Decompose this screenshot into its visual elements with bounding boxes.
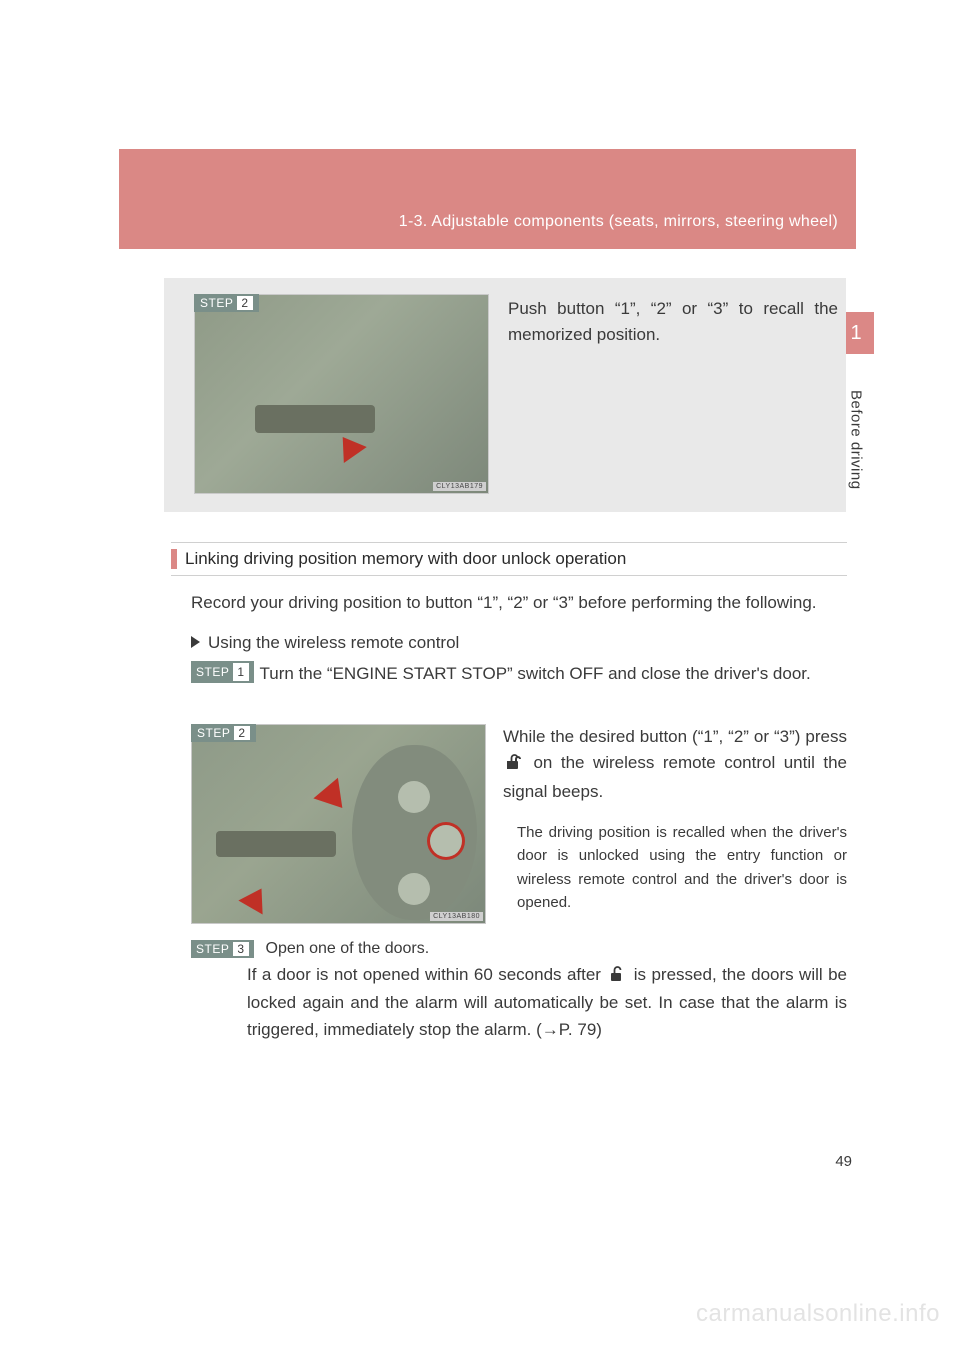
watermark: carmanualsonline.info (696, 1300, 940, 1328)
figure-2-code: CLY13AB180 (430, 912, 483, 921)
figure-2-image: CLY13AB180 (191, 724, 486, 924)
fig2-text-after: on the wireless remote control until the… (503, 753, 847, 800)
remote-button-2 (430, 825, 462, 857)
step-1-line: STEP 1 Turn the “ENGINE START STOP” swit… (191, 661, 847, 687)
step-3-body: If a door is not opened within 60 second… (247, 962, 847, 1043)
figure-1-image: CLY13AB179 (194, 294, 489, 494)
unlock-icon (507, 752, 521, 778)
figure-1-step-badge: STEP 2 (194, 294, 259, 312)
figure-1-text: Push button “1”, “2” or “3” to recall th… (508, 296, 838, 349)
step-label: STEP (200, 296, 233, 310)
figure-2-button-panel (216, 831, 336, 857)
header-bar: 1-3. Adjustable components (seats, mirro… (119, 149, 856, 249)
manual-page: 1-3. Adjustable components (seats, mirro… (0, 0, 960, 1358)
fig2-text-before: While the desired button (“1”, “2” or “3… (503, 727, 847, 746)
step-number: 1 (233, 663, 248, 682)
section-heading: Linking driving position memory with doo… (171, 542, 847, 576)
step-3-line1: STEP 3 Open one of the doors. (191, 940, 847, 958)
step-3-line1-text: Open one of the doors. (266, 940, 430, 958)
body-content: Record your driving position to button “… (191, 590, 847, 691)
fig2-small-text: The driving position is recalled when th… (503, 821, 847, 914)
figure-2-remote (352, 745, 477, 920)
step-number: 2 (234, 726, 249, 740)
triangle-bullet-icon (191, 636, 200, 648)
figure-1-button-panel (255, 405, 375, 433)
step-label: STEP (196, 663, 229, 682)
step-label: STEP (197, 726, 230, 740)
figure-1-box: CLY13AB179 STEP 2 Push button “1”, “2” o… (164, 278, 846, 512)
intro-paragraph: Record your driving position to button “… (191, 590, 847, 616)
subheading-row: Using the wireless remote control (191, 630, 847, 656)
figure-2-text: While the desired button (“1”, “2” or “3… (503, 724, 847, 914)
figure-1-arrow-icon (331, 429, 367, 463)
remote-button-3 (398, 873, 430, 905)
unlock-icon (610, 964, 624, 990)
step-number: 2 (237, 296, 252, 310)
step3-before: If a door is not opened within 60 second… (247, 965, 606, 984)
figure-2-arrow-icon (238, 881, 273, 914)
page-number: 49 (835, 1153, 852, 1170)
step-1-badge: STEP 1 (191, 661, 254, 684)
step-1-text: Turn the “ENGINE START STOP” switch OFF … (260, 661, 847, 687)
figure-1-code: CLY13AB179 (433, 482, 486, 491)
subheading-text: Using the wireless remote control (208, 630, 459, 656)
step-3-badge: STEP 3 (191, 940, 254, 958)
figure-2-arrow2-icon (313, 778, 354, 818)
step-number: 3 (233, 942, 248, 956)
figure-2-step-badge: STEP 2 (191, 724, 256, 742)
step-3-block: STEP 3 Open one of the doors. If a door … (191, 940, 847, 1043)
remote-button-1 (398, 781, 430, 813)
header-section-label: 1-3. Adjustable components (seats, mirro… (399, 213, 838, 231)
step-label: STEP (196, 942, 229, 956)
